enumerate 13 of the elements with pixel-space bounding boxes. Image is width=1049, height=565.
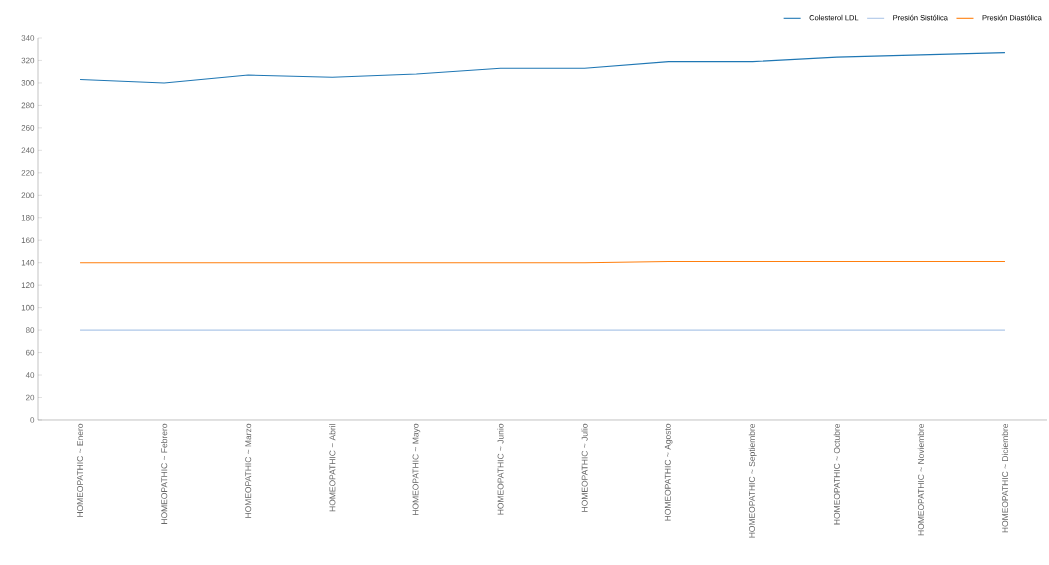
- x-tick-label: HOMEOPATHIC ~ Junio: [497, 423, 504, 515]
- x-tick-label: HOMEOPATHIC ~ Agosto: [664, 423, 673, 521]
- x-tick-label: HOMEOPATHIC ~ Abril: [329, 424, 336, 512]
- x-tick-label: HOMEOPATHIC ~ Julio: [581, 423, 588, 512]
- x-tick-label: HOMEOPATHIC ~ Febrero: [161, 423, 168, 524]
- x-tick-label: HOMEOPATHIC ~ Octubre: [833, 423, 840, 525]
- x-tick-label: HOMEOPATHIC ~ Noviembre: [917, 423, 924, 536]
- x-tick-label: HOMEOPATHIC ~ Mayo: [412, 423, 421, 515]
- x-tick-label: HOMEOPATHIC ~ Septiembre: [748, 423, 757, 538]
- x-tick-label: HOMEOPATHIC ~ Diciembre: [1001, 423, 1009, 533]
- x-tick-label: HOMEOPATHIC ~ Enero: [77, 423, 84, 517]
- line-series: [79, 52, 1006, 84]
- x-tick-label: HOMEOPATHIC ~ Marzo: [245, 423, 252, 518]
